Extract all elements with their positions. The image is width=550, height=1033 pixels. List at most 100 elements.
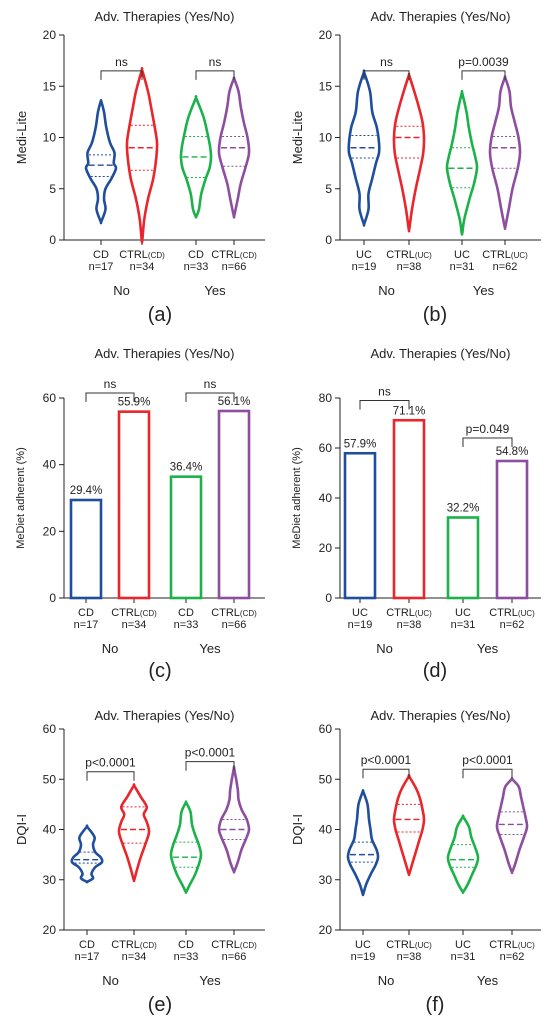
y-tick-label: 10 (43, 131, 57, 145)
y-tick-label: 0 (325, 233, 332, 247)
panel-label: (d) (423, 660, 447, 682)
chart-title: Adv. Therapies (Yes/No) (95, 708, 235, 723)
category-name: CTRL (111, 607, 140, 619)
panel-f: Adv. Therapies (Yes/No) 20 30 40 50 60 DQI-I UC… (290, 708, 541, 1016)
sample-size-label: n=19 (352, 261, 377, 273)
category-name: UC (356, 249, 372, 261)
y-tick-label: 50 (319, 772, 333, 786)
category-name: CD (78, 607, 94, 619)
y-tick-label: 10 (319, 131, 333, 145)
violin-shape (488, 75, 522, 231)
bar-value-label: 29.4% (70, 485, 103, 497)
sample-size-label: n=38 (397, 619, 422, 631)
violin-shape (392, 72, 426, 233)
significance-label: p<0.0001 (85, 756, 136, 770)
y-tick-label: 20 (43, 524, 57, 538)
group-label: No (102, 973, 119, 988)
x-category-label: UC (455, 607, 471, 619)
x-category-label: CTRL(UC) (386, 939, 432, 951)
violin-shape (117, 783, 151, 883)
group-label: Yes (477, 641, 499, 656)
sample-size-label: n=19 (351, 951, 376, 963)
y-tick-label: 0 (49, 233, 56, 247)
sample-size-label: n=66 (222, 261, 247, 273)
category-subscript: (CD) (148, 251, 165, 260)
category-subscript: (UC) (511, 251, 528, 260)
x-category-label: CTRL(CD) (111, 939, 157, 951)
category-name: CTRL (111, 939, 140, 951)
y-tick-label: 40 (319, 823, 333, 837)
violin-shape (446, 814, 480, 894)
x-category-label: CTRL(UC) (386, 249, 432, 261)
sample-size-label: n=17 (75, 951, 100, 963)
group-label: Yes (477, 973, 499, 988)
y-tick-label: 0 (49, 591, 56, 605)
category-subscript: (UC) (415, 251, 432, 260)
category-name: CTRL (386, 249, 415, 261)
panel-b: Adv. Therapies (Yes/No) 0 5 10 15 20 Medi-Lite… (290, 9, 541, 326)
violin-shape (125, 67, 159, 244)
x-category-label: CD (93, 249, 109, 261)
significance-label: ns (209, 55, 222, 69)
category-name: CD (178, 939, 194, 951)
bar-value-label: 55.9% (118, 397, 151, 409)
bar (217, 409, 251, 600)
y-tick-label: 30 (319, 873, 333, 887)
category-name: CD (178, 607, 194, 619)
sample-size-label: n=34 (122, 951, 147, 963)
category-name: CTRL (386, 607, 415, 619)
category-name: CD (188, 249, 204, 261)
category-name: CTRL (119, 249, 148, 261)
group-label: No (376, 641, 393, 656)
bar (343, 451, 377, 600)
group-label: Yes (473, 283, 495, 298)
x-category-label: CTRL(CD) (211, 607, 257, 619)
violin-shape (179, 94, 213, 219)
category-subscript: (CD) (140, 609, 157, 618)
sample-size-label: n=34 (122, 619, 147, 631)
y-tick-label: 50 (43, 772, 57, 786)
significance-label: ns (378, 385, 391, 399)
category-subscript: (UC) (415, 609, 432, 618)
category-name: CTRL (489, 939, 518, 951)
x-category-label: CTRL(CD) (211, 249, 257, 261)
y-tick-label: 20 (319, 28, 333, 42)
x-category-label: CTRL(CD) (119, 249, 165, 261)
category-name: CTRL (482, 249, 511, 261)
sample-size-label: n=62 (493, 261, 518, 273)
y-tick-label: 15 (43, 79, 57, 93)
x-category-label: UC (454, 249, 470, 261)
category-subscript: (CD) (240, 941, 257, 950)
violin-shape (70, 824, 104, 884)
category-subscript: (UC) (415, 941, 432, 950)
comparison-bracket (100, 70, 143, 80)
x-category-label: CD (188, 249, 204, 261)
sample-size-label: n=38 (397, 261, 422, 273)
comparison-bracket (85, 392, 135, 402)
category-subscript: (CD) (240, 609, 257, 618)
sample-size-label: n=34 (130, 261, 155, 273)
x-category-label: CD (178, 607, 194, 619)
sample-size-label: n=17 (74, 619, 99, 631)
significance-label: p<0.0001 (462, 753, 513, 767)
panel-label: (b) (423, 304, 447, 326)
category-name: UC (455, 607, 471, 619)
violin-shape (495, 777, 529, 875)
significance-label: ns (204, 377, 217, 391)
comparison-bracket (185, 392, 235, 402)
category-name: CTRL (386, 939, 415, 951)
comparison-bracket (362, 768, 410, 779)
category-subscript: (UC) (518, 941, 535, 950)
y-tick-label: 60 (319, 441, 333, 455)
group-label: No (102, 641, 119, 656)
panel-label: (a) (148, 304, 172, 326)
significance-label: p<0.0001 (185, 746, 236, 760)
x-category-label: UC (355, 939, 371, 951)
x-category-label: CD (79, 939, 95, 951)
y-axis-label: DQI-I (14, 814, 29, 845)
sample-size-label: n=66 (222, 619, 247, 631)
category-subscript: (CD) (240, 251, 257, 260)
category-name: CTRL (211, 939, 240, 951)
chart-title: Adv. Therapies (Yes/No) (95, 346, 235, 361)
